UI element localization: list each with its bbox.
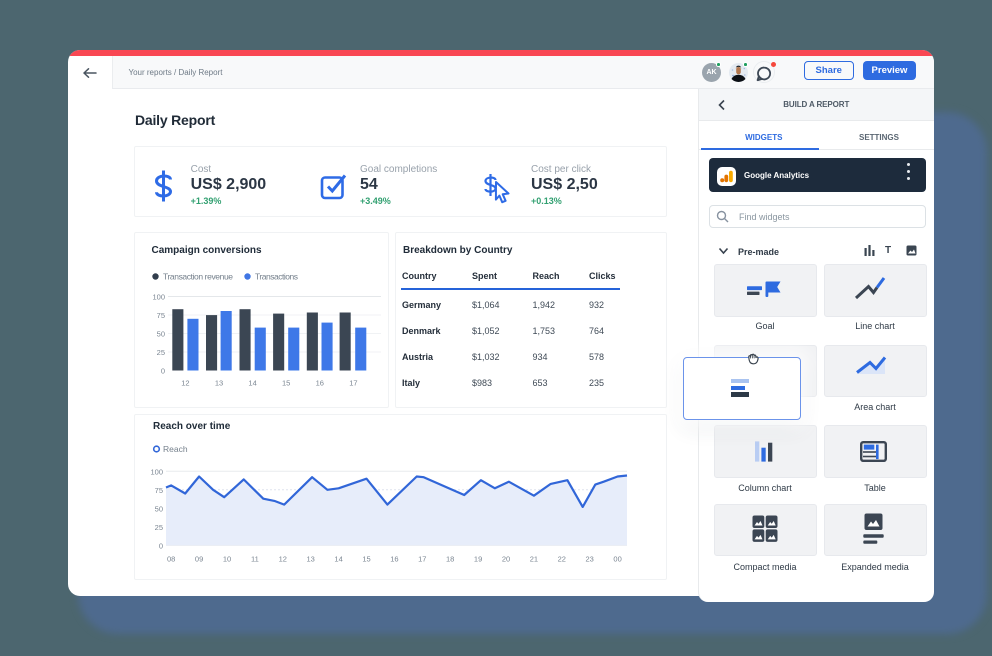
svg-text:100: 100 [152,293,165,302]
svg-text:00: 00 [613,555,621,564]
svg-text:75: 75 [155,486,163,495]
svg-text:Transaction revenue: Transaction revenue [163,272,233,282]
svg-text:09: 09 [195,555,203,564]
svg-text:15: 15 [282,379,290,388]
svg-text:12: 12 [279,555,287,564]
svg-text:50: 50 [155,504,163,513]
svg-text:19: 19 [474,555,482,564]
svg-text:18: 18 [446,555,454,564]
svg-text:16: 16 [316,379,324,388]
svg-text:23: 23 [586,555,594,564]
svg-text:14: 14 [248,379,256,388]
svg-text:0: 0 [161,367,165,376]
svg-text:20: 20 [502,555,510,564]
svg-text:Reach: Reach [163,444,188,454]
svg-text:50: 50 [157,330,165,339]
svg-text:13: 13 [307,555,315,564]
svg-text:16: 16 [390,555,398,564]
svg-text:25: 25 [157,348,165,357]
svg-text:21: 21 [530,555,538,564]
svg-text:14: 14 [334,555,342,564]
svg-text:17: 17 [349,379,357,388]
svg-text:17: 17 [418,555,426,564]
svg-text:10: 10 [223,555,231,564]
svg-text:0: 0 [159,541,163,550]
svg-text:75: 75 [157,311,165,320]
svg-text:11: 11 [251,555,259,564]
svg-text:22: 22 [558,555,566,564]
svg-text:100: 100 [150,467,163,476]
svg-text:15: 15 [362,555,370,564]
svg-text:25: 25 [155,523,163,532]
svg-text:08: 08 [167,555,175,564]
svg-text:12: 12 [181,379,189,388]
svg-text:Transactions: Transactions [255,272,298,282]
svg-text:13: 13 [215,379,223,388]
